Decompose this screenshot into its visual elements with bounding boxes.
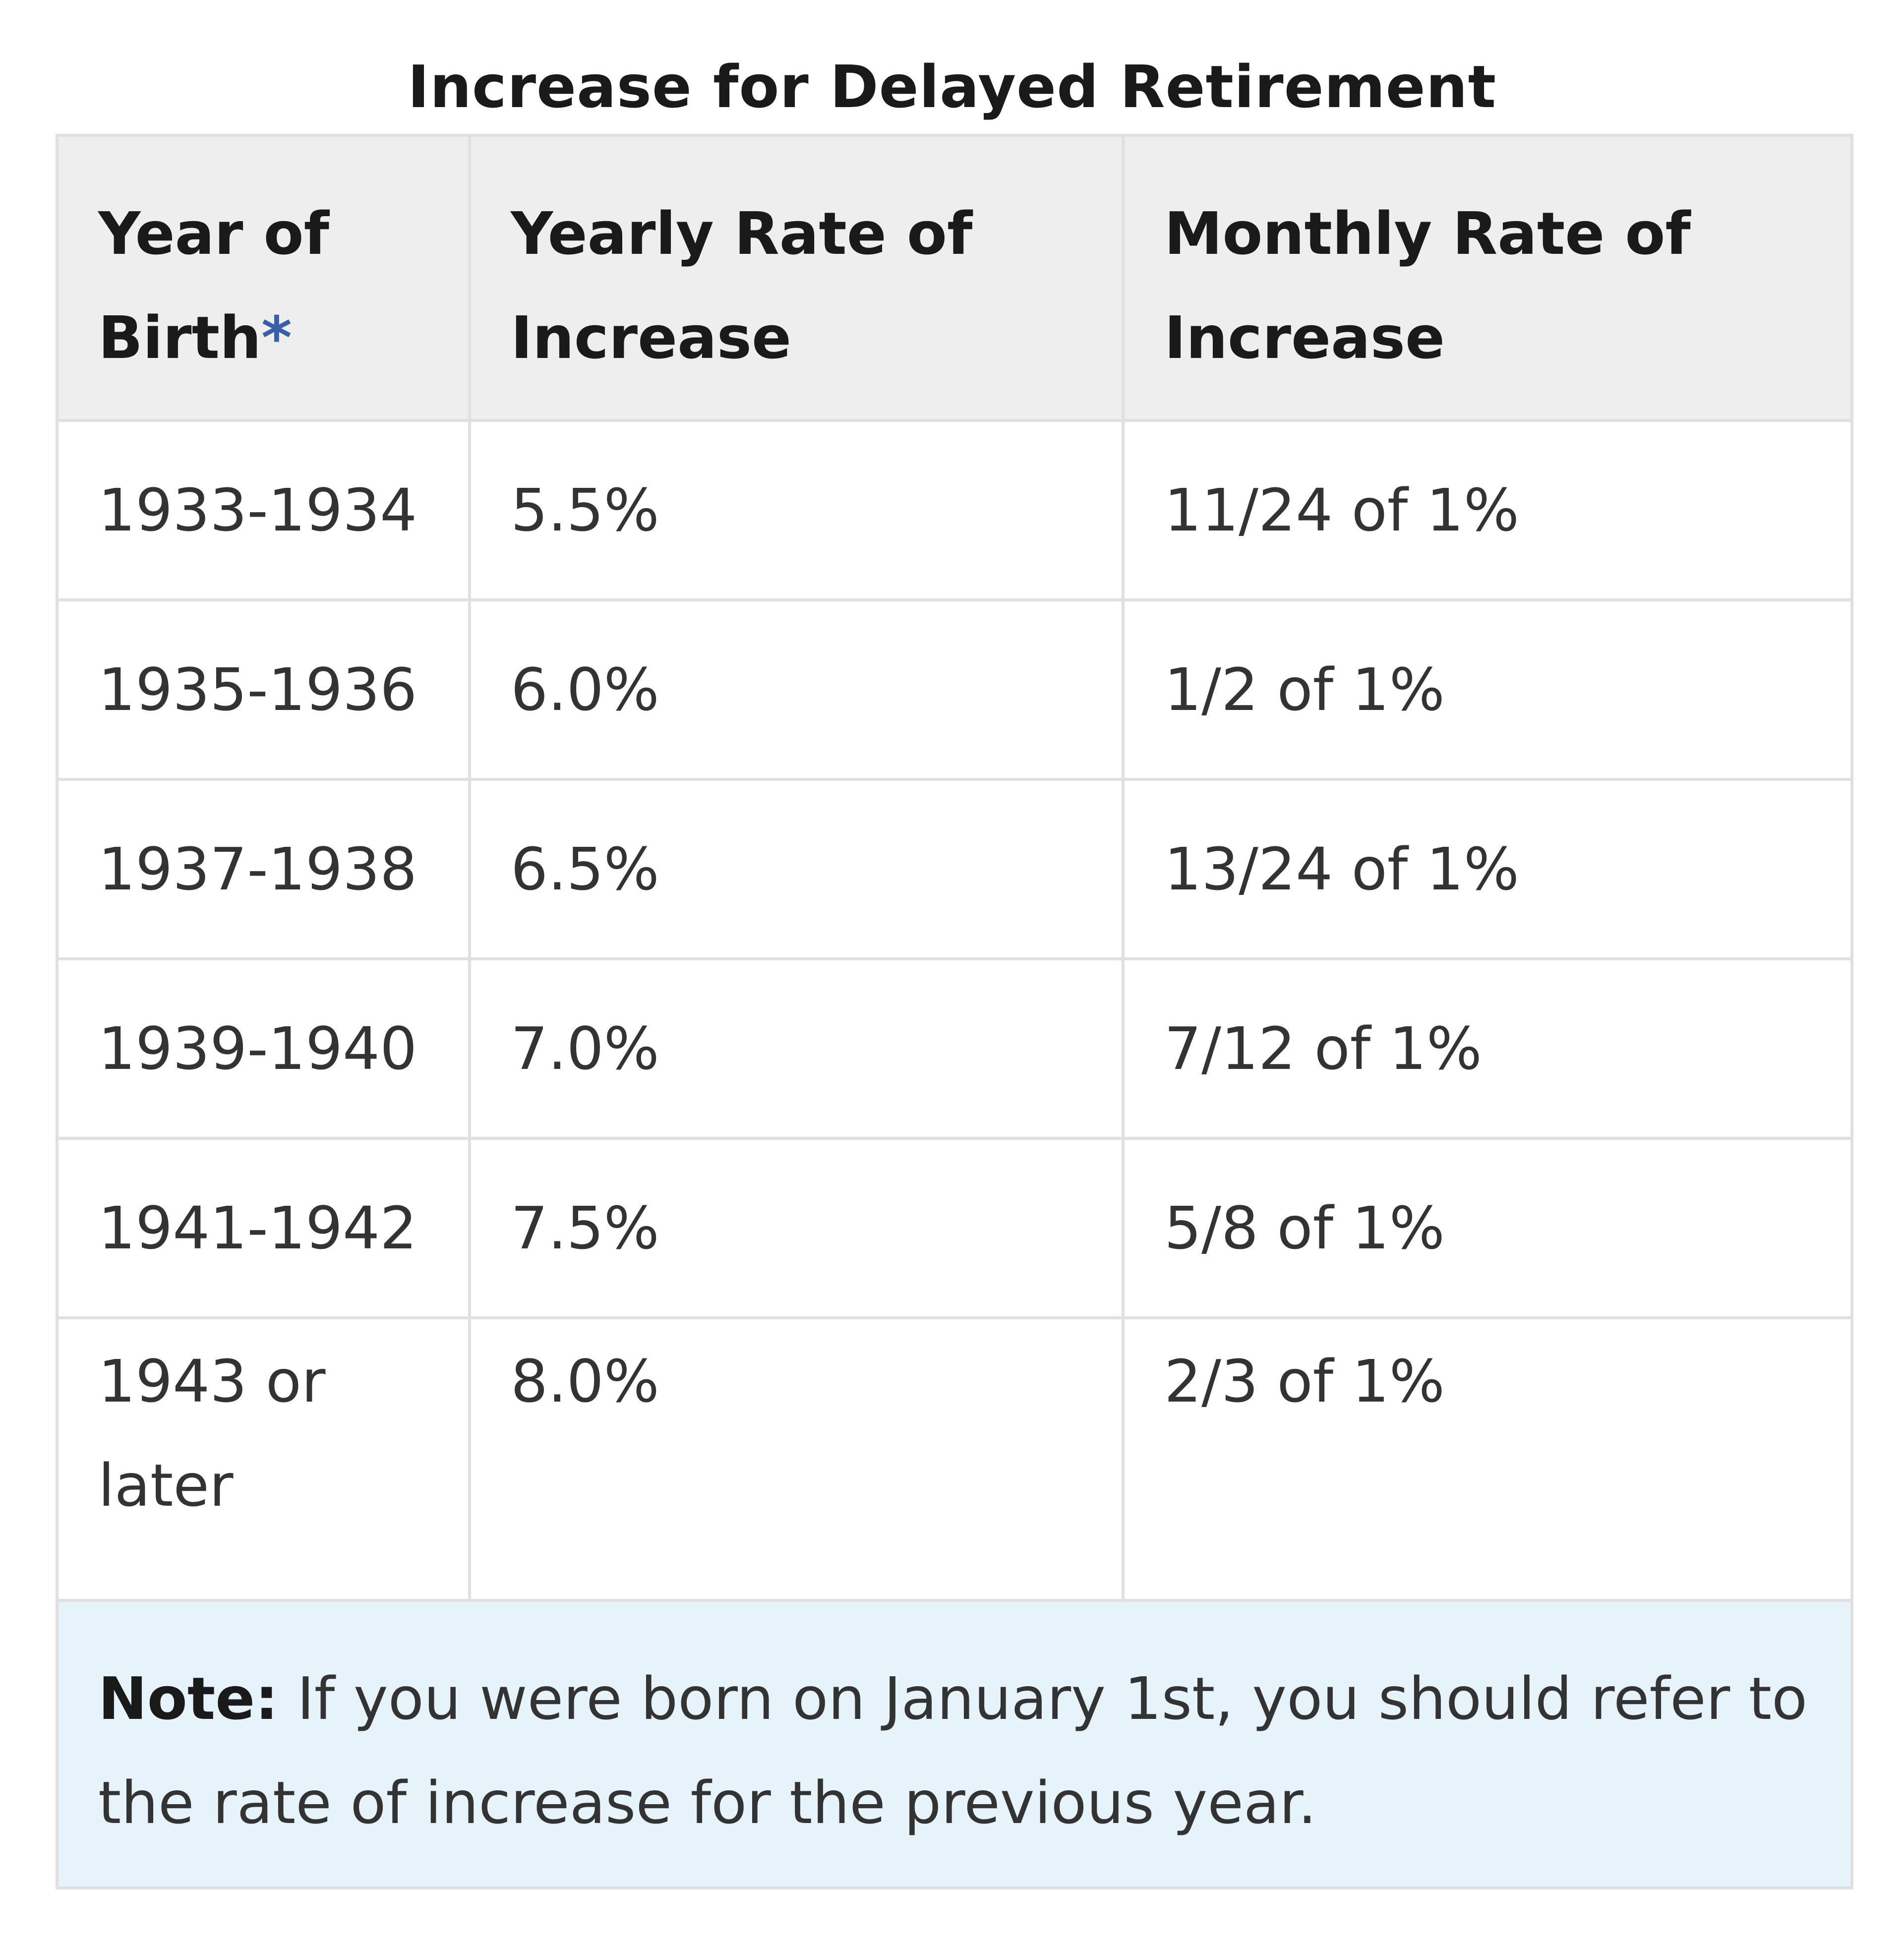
cell-yearly-rate: 7.0% bbox=[468, 957, 1125, 1140]
cell-yearly-rate: 7.5% bbox=[468, 1137, 1125, 1319]
table-note: Note: If you were born on January 1st, y… bbox=[56, 1599, 1853, 1889]
table-caption: Increase for Delayed Retirement bbox=[407, 53, 1497, 121]
header-yearly-rate: Yearly Rate of Increase bbox=[468, 134, 1125, 422]
header-monthly-rate: Monthly Rate of Increase bbox=[1122, 134, 1853, 422]
cell-yearly-rate: 6.5% bbox=[468, 778, 1125, 960]
delayed-retirement-table: Year of Birth* Yearly Rate of Increase M… bbox=[56, 134, 1853, 1889]
cell-year: 1943 or later bbox=[56, 1316, 471, 1602]
table-header-row: Year of Birth* Yearly Rate of Increase M… bbox=[56, 134, 1853, 422]
cell-yearly-rate: 8.0% bbox=[468, 1316, 1125, 1602]
table-note-row: Note: If you were born on January 1st, y… bbox=[56, 1599, 1853, 1889]
table-row: 1935-1936 6.0% 1/2 of 1% bbox=[56, 598, 1853, 781]
cell-year: 1935-1936 bbox=[56, 598, 471, 781]
cell-year: 1941-1942 bbox=[56, 1137, 471, 1319]
cell-monthly-rate: 5/8 of 1% bbox=[1122, 1137, 1853, 1319]
table-row: 1941-1942 7.5% 5/8 of 1% bbox=[56, 1137, 1853, 1319]
cell-year: 1937-1938 bbox=[56, 778, 471, 960]
cell-year: 1939-1940 bbox=[56, 957, 471, 1140]
footnote-asterisk-link[interactable]: * bbox=[261, 303, 292, 372]
table-row: 1939-1940 7.0% 7/12 of 1% bbox=[56, 957, 1853, 1140]
cell-year: 1933-1934 bbox=[56, 419, 471, 601]
header-year-of-birth: Year of Birth* bbox=[56, 134, 471, 422]
table-row: 1933-1934 5.5% 11/24 of 1% bbox=[56, 419, 1853, 601]
note-text: If you were born on January 1st, you sho… bbox=[98, 1664, 1808, 1837]
table-row: 1937-1938 6.5% 13/24 of 1% bbox=[56, 778, 1853, 960]
cell-yearly-rate: 5.5% bbox=[468, 419, 1125, 601]
cell-monthly-rate: 1/2 of 1% bbox=[1122, 598, 1853, 781]
table-row: 1943 or later 8.0% 2/3 of 1% bbox=[56, 1316, 1853, 1602]
note-label: Note: bbox=[98, 1664, 279, 1733]
header-year-of-birth-label: Year of Birth bbox=[98, 199, 329, 372]
cell-yearly-rate: 6.0% bbox=[468, 598, 1125, 781]
cell-monthly-rate: 2/3 of 1% bbox=[1122, 1316, 1853, 1602]
cell-monthly-rate: 11/24 of 1% bbox=[1122, 419, 1853, 601]
cell-monthly-rate: 13/24 of 1% bbox=[1122, 778, 1853, 960]
cell-monthly-rate: 7/12 of 1% bbox=[1122, 957, 1853, 1140]
